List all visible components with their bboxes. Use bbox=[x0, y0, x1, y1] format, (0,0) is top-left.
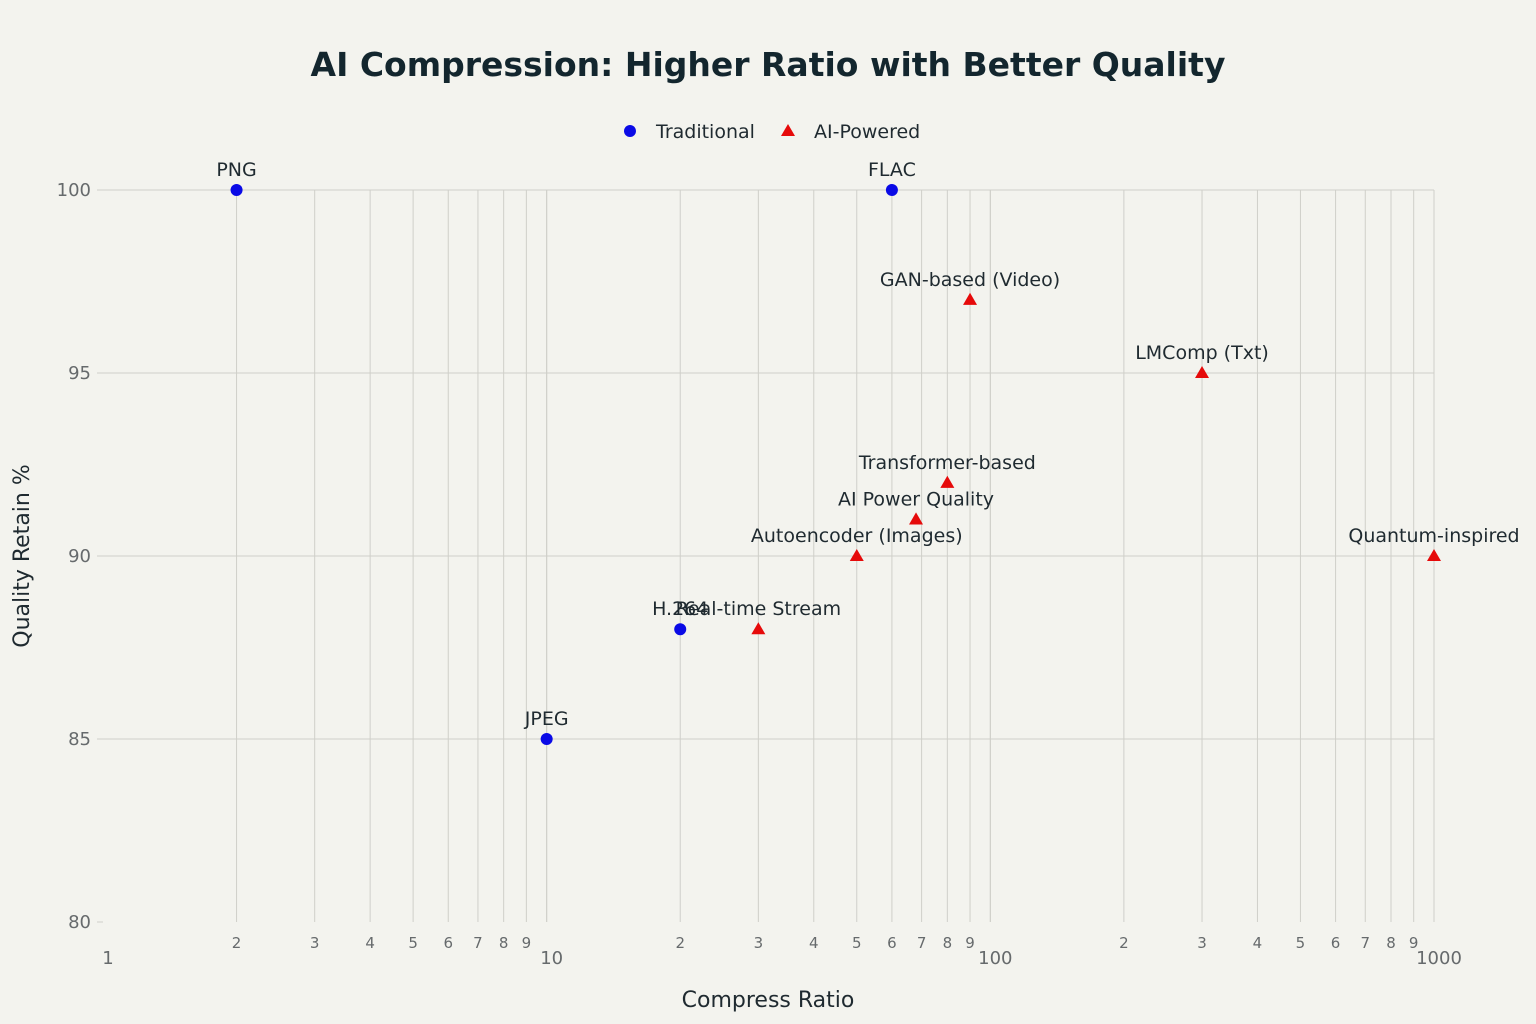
data-label: H.264 bbox=[652, 598, 708, 620]
data-label: Real-time Stream bbox=[676, 598, 842, 620]
data-label: AI Power Quality bbox=[838, 488, 994, 510]
data-point bbox=[674, 623, 687, 636]
data-point bbox=[1195, 366, 1210, 379]
x-minor-tick-label: 5 bbox=[852, 934, 862, 952]
legend-entry: Traditional bbox=[655, 121, 755, 143]
x-minor-tick-label: 8 bbox=[499, 934, 509, 952]
x-tick-label: 10 bbox=[540, 948, 563, 969]
x-tick-label: 1 bbox=[102, 948, 113, 969]
x-minor-tick-label: 9 bbox=[522, 934, 532, 952]
data-label: JPEG bbox=[524, 708, 569, 730]
data-label: Autoencoder (Images) bbox=[751, 525, 963, 547]
data-point bbox=[1427, 549, 1441, 562]
data-point bbox=[540, 733, 553, 745]
data-label: Transformer-based bbox=[858, 452, 1036, 474]
x-tick-label: 100 bbox=[978, 948, 1012, 969]
x-minor-tick-label: 4 bbox=[1253, 934, 1263, 952]
y-tick-label: 95 bbox=[68, 363, 91, 384]
data-point bbox=[963, 292, 978, 305]
x-minor-tick-label: 8 bbox=[943, 934, 953, 952]
x-minor-tick-label: 3 bbox=[310, 934, 320, 952]
x-minor-tick-label: 5 bbox=[1296, 934, 1306, 952]
data-point bbox=[940, 475, 955, 488]
x-minor-tick-label: 6 bbox=[887, 934, 897, 952]
chart-title: AI Compression: Higher Ratio with Better… bbox=[311, 45, 1226, 84]
x-minor-tick-label: 7 bbox=[1361, 934, 1371, 952]
x-minor-tick-label: 6 bbox=[1331, 934, 1341, 952]
data-label: FLAC bbox=[868, 159, 916, 181]
data-label: LMComp (Txt) bbox=[1135, 342, 1269, 364]
data-label: Quantum-inspired bbox=[1348, 525, 1519, 547]
data-point bbox=[230, 184, 243, 196]
data-label: PNG bbox=[216, 159, 256, 181]
data-point bbox=[909, 512, 924, 525]
x-minor-tick-label: 9 bbox=[1409, 934, 1419, 952]
y-tick-label: 100 bbox=[57, 180, 91, 201]
legend-entry: AI-Powered bbox=[814, 121, 920, 143]
data-point bbox=[751, 622, 766, 635]
x-minor-tick-label: 8 bbox=[1386, 934, 1396, 952]
x-minor-tick-label: 7 bbox=[917, 934, 927, 952]
x-minor-tick-label: 7 bbox=[473, 934, 483, 952]
x-minor-tick-label: 2 bbox=[1119, 934, 1129, 952]
y-tick-label: 80 bbox=[68, 912, 91, 933]
x-minor-tick-label: 3 bbox=[1197, 934, 1207, 952]
legend-marker bbox=[781, 124, 795, 137]
x-tick-label: 1000 bbox=[1416, 948, 1462, 969]
x-minor-tick-label: 9 bbox=[965, 934, 975, 952]
data-label: GAN-based (Video) bbox=[880, 269, 1060, 291]
x-minor-tick-label: 4 bbox=[365, 934, 375, 952]
x-minor-tick-label: 3 bbox=[754, 934, 764, 952]
legend-marker bbox=[624, 125, 636, 137]
data-point bbox=[849, 549, 864, 562]
data-point bbox=[885, 184, 898, 196]
y-tick-label: 90 bbox=[68, 546, 91, 567]
x-minor-tick-label: 2 bbox=[232, 934, 242, 952]
x-minor-tick-label: 5 bbox=[408, 934, 418, 952]
data-points: PNG FLAC H.264 JPEG GAN-based (Video) LMComp … bbox=[216, 159, 1520, 745]
x-minor-tick-label: 4 bbox=[809, 934, 819, 952]
legend: Traditional AI-Powered bbox=[624, 121, 920, 143]
y-axis-label: Quality Retain % bbox=[10, 464, 35, 648]
x-minor-tick-label: 2 bbox=[675, 934, 685, 952]
y-tick-label: 85 bbox=[68, 729, 91, 750]
x-minor-tick-label: 6 bbox=[443, 934, 453, 952]
x-axis-label: Compress Ratio bbox=[682, 988, 855, 1013]
